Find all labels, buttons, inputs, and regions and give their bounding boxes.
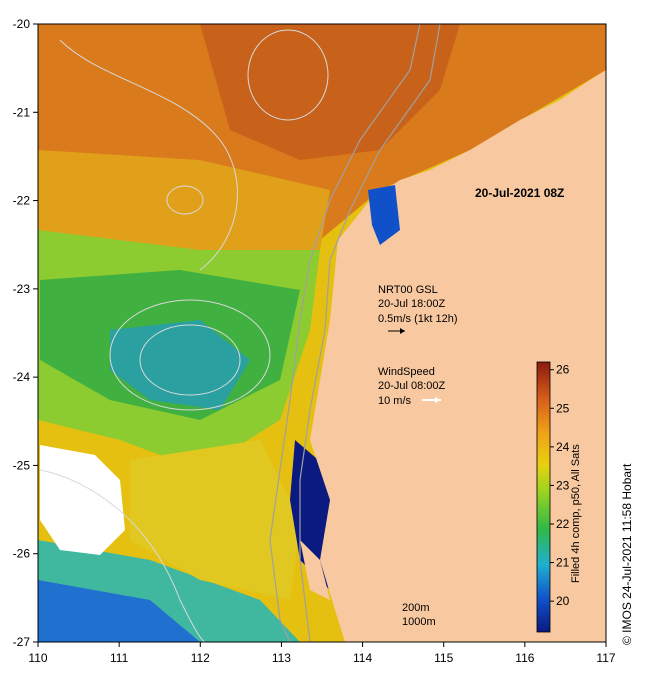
lon-axis: 110 111 112 113 114 115 116 117 xyxy=(28,642,616,665)
wind-legend-line2: 20-Jul 08:00Z xyxy=(378,380,446,392)
wind-legend: WindSpeed 20-Jul 08:00Z 10 m/s xyxy=(378,366,446,407)
colorbar-tick-label: 20 xyxy=(556,594,570,608)
lon-tick-label: 117 xyxy=(596,651,615,665)
isobath-label-200: 200m xyxy=(402,602,430,614)
contours xyxy=(39,29,329,642)
lat-tick-label: -20 xyxy=(13,17,31,31)
credit-text: © IMOS 24-Jul-2021 11:58 Hobart xyxy=(620,463,634,645)
lat-tick-label: -22 xyxy=(13,194,31,208)
lat-tick-label: -24 xyxy=(13,370,31,384)
lon-tick-label: 115 xyxy=(434,651,453,665)
lon-tick-label: 116 xyxy=(515,651,534,665)
colorbar-ticks: 26 25 24 23 22 21 20 xyxy=(550,363,570,608)
lon-tick-label: 113 xyxy=(272,651,291,665)
lat-tick-label: -25 xyxy=(13,458,31,472)
land-mass xyxy=(310,24,606,642)
lon-tick-label: 114 xyxy=(353,651,372,665)
current-legend-line3: 0.5m/s (1kt 12h) xyxy=(378,313,457,325)
colorbar xyxy=(536,361,551,633)
wind-arrow-icon xyxy=(435,397,441,403)
wind-legend-line3: 10 m/s xyxy=(378,395,412,407)
sst-field xyxy=(38,24,606,642)
colorbar-tick-label: 21 xyxy=(556,556,570,570)
lat-tick-label: -23 xyxy=(13,282,31,296)
current-legend-line2: 20-Jul 18:00Z xyxy=(378,298,446,310)
wind-legend-line1: WindSpeed xyxy=(378,366,435,378)
current-arrow-icon xyxy=(400,328,405,334)
colorbar-tick-label: 26 xyxy=(556,363,570,377)
date-label: 20-Jul-2021 08Z xyxy=(475,186,564,200)
plot-frame xyxy=(37,23,607,643)
lat-tick-label: -26 xyxy=(13,547,31,561)
isobath-label-1000: 1000m xyxy=(402,616,436,628)
current-legend-line1: NRT00 GSL xyxy=(378,284,438,296)
lon-tick-label: 110 xyxy=(28,651,47,665)
lon-tick-label: 112 xyxy=(191,651,210,665)
colorbar-tick-label: 25 xyxy=(556,401,570,415)
colorbar-title: Filled 4h comp, p50, All Sats xyxy=(570,444,582,583)
colorbar-tick-label: 22 xyxy=(556,517,570,531)
isobath-200m xyxy=(299,24,441,642)
colorbar-tick-label: 24 xyxy=(556,440,570,454)
lat-tick-label: -21 xyxy=(13,105,31,119)
lon-tick-label: 111 xyxy=(110,651,129,665)
current-legend: NRT00 GSL 20-Jul 18:00Z 0.5m/s (1kt 12h) xyxy=(378,284,457,334)
isobath-1000m xyxy=(269,24,421,642)
colorbar-tick-label: 23 xyxy=(556,478,570,492)
lat-axis: -20 -21 -22 -23 -24 -25 -26 -27 xyxy=(13,17,38,649)
lat-tick-label: -27 xyxy=(13,635,31,649)
